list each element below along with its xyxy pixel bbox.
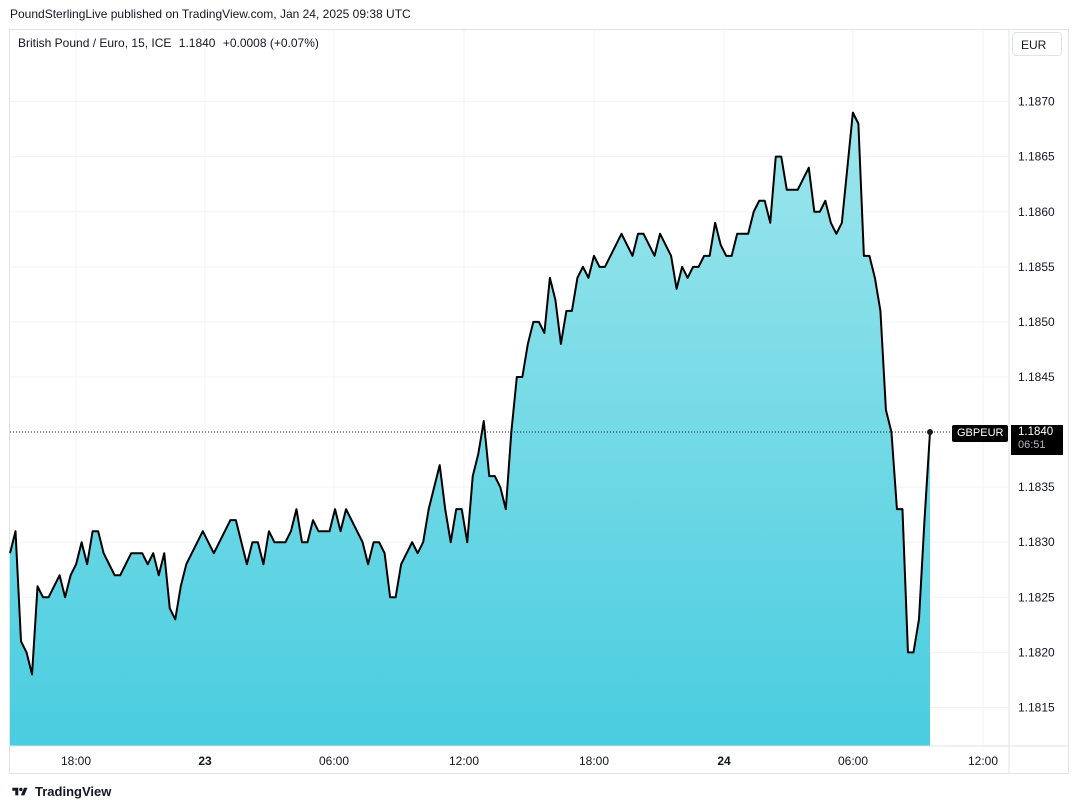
x-tick-label: 12:00	[449, 754, 479, 768]
currency-button[interactable]: EUR	[1012, 32, 1062, 56]
y-tick-label: 1.1815	[1018, 700, 1055, 714]
area-fill	[10, 112, 930, 747]
price-change: +0.0008 (+0.07%)	[222, 36, 319, 50]
last-price: 1.1840	[178, 36, 216, 50]
current-price-tag: 1.1840 06:51	[1011, 425, 1063, 455]
y-tick-label: 1.1865	[1018, 150, 1055, 164]
y-tick-label: 1.1825	[1018, 590, 1055, 604]
x-tick-label: 18:00	[579, 754, 609, 768]
x-tick-label: 23	[198, 754, 212, 768]
last-point-marker	[927, 429, 933, 436]
tradingview-logo-icon	[12, 787, 28, 795]
tradingview-footer[interactable]: TradingView	[10, 784, 111, 799]
bar-countdown: 06:51	[1018, 439, 1046, 451]
y-tick-label: 1.1820	[1018, 645, 1055, 659]
x-tick-label: 24	[717, 754, 731, 768]
chart-frame	[9, 29, 1069, 774]
x-tick-label: 12:00	[968, 754, 998, 768]
y-tick-label: 1.1855	[1018, 260, 1055, 274]
x-tick-label: 06:00	[319, 754, 349, 768]
x-tick-label: 06:00	[838, 754, 868, 768]
current-price: 1.1840	[1018, 426, 1054, 438]
price-line	[9, 111, 931, 676]
y-tick-label: 1.1830	[1018, 535, 1055, 549]
y-tick-label: 1.1850	[1018, 315, 1055, 329]
axes: 1.18151.18201.18251.18301.18351.18401.18…	[10, 30, 1068, 773]
symbol-name: British Pound / Euro, 15, ICE	[18, 36, 172, 50]
symbol-tag: GBPEUR	[952, 425, 1009, 442]
published-caption: PoundSterlingLive published on TradingVi…	[10, 7, 411, 21]
footer-brand: TradingView	[35, 784, 112, 799]
x-tick-label: 18:00	[61, 754, 91, 768]
y-tick-label: 1.1835	[1018, 480, 1055, 494]
y-tick-label: 1.1860	[1018, 205, 1055, 219]
price-area	[9, 111, 931, 747]
y-tick-label: 1.1845	[1018, 370, 1055, 384]
symbol-legend: British Pound / Euro, 15, ICE 1.1840 +0.…	[18, 36, 323, 50]
y-tick-label: 1.1870	[1018, 95, 1055, 109]
